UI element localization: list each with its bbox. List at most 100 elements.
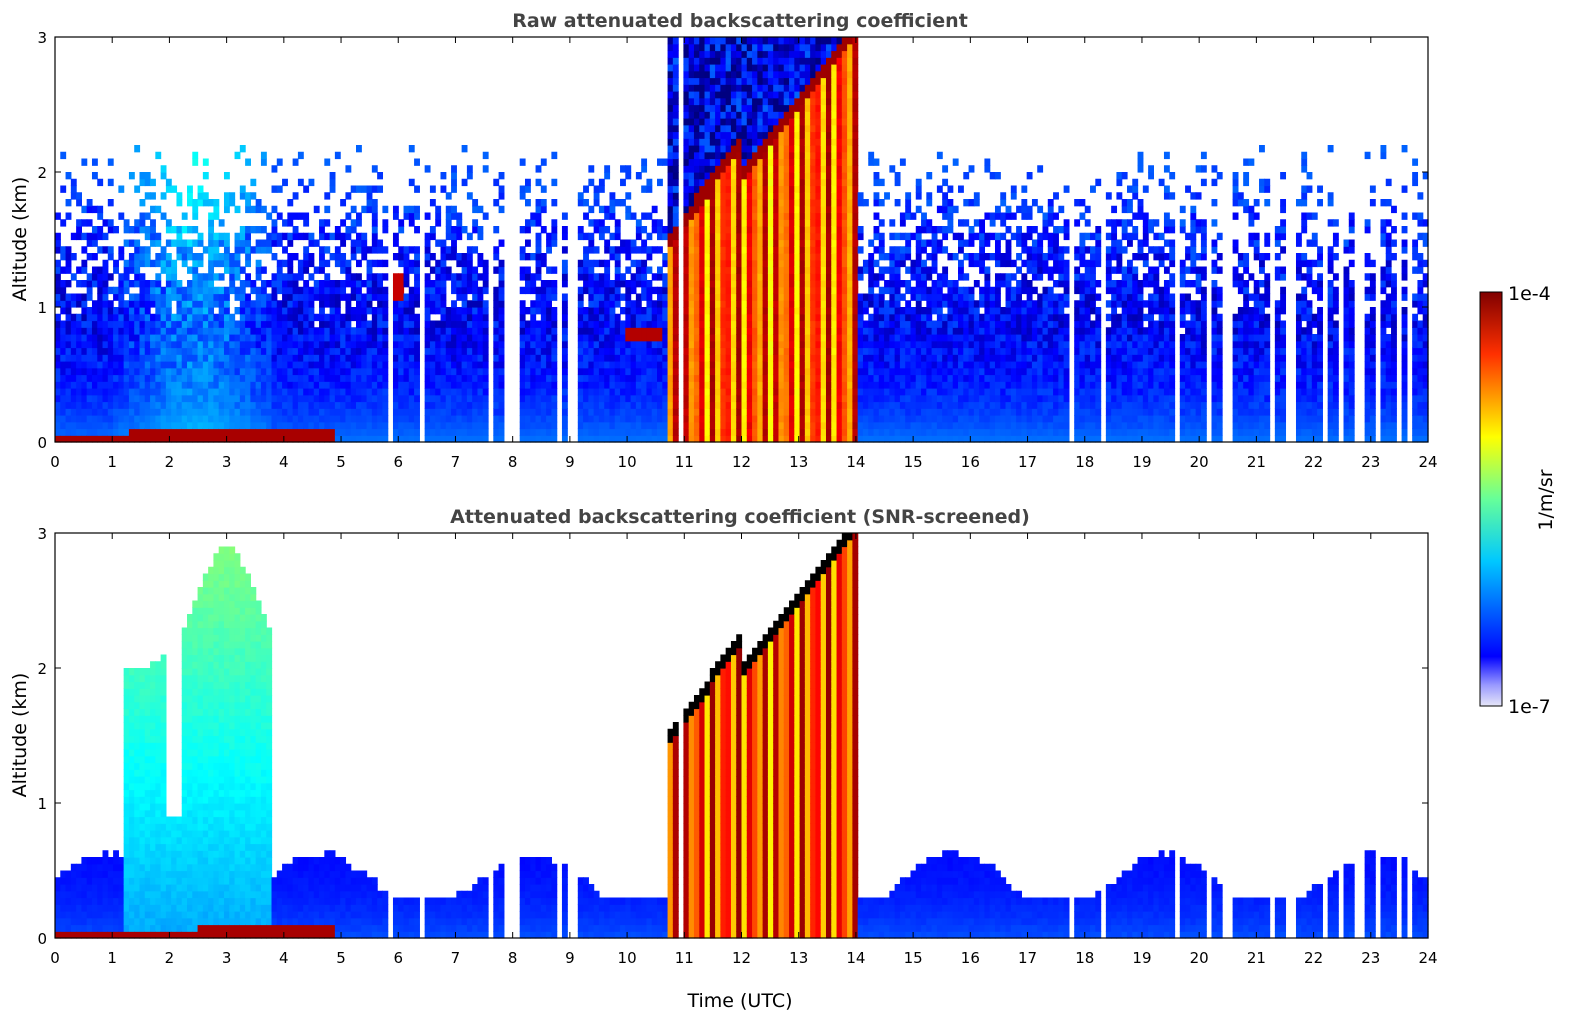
heatmap-cell [208, 320, 215, 328]
heatmap-cell [810, 354, 817, 362]
heatmap-cell [456, 320, 463, 328]
heatmap-cell [160, 300, 167, 308]
heatmap-cell [725, 307, 732, 315]
heatmap-cell [752, 212, 758, 220]
heatmap-cell [461, 300, 468, 308]
heatmap-cell [440, 401, 447, 409]
heatmap-cell [757, 374, 764, 382]
heatmap-cell [202, 340, 209, 349]
heatmap-cell [672, 124, 679, 133]
heatmap-cell [65, 374, 72, 382]
heatmap-cell [334, 421, 341, 430]
heatmap-cell [762, 192, 769, 200]
heatmap-cell [662, 327, 669, 335]
heatmap-cell [699, 199, 706, 207]
heatmap-cell [176, 239, 183, 247]
heatmap-cell [128, 367, 135, 376]
heatmap-cell [377, 307, 384, 315]
heatmap-cell [519, 374, 526, 382]
heatmap-cell [113, 259, 119, 268]
heatmap-cell [535, 246, 542, 254]
heatmap-cell [86, 334, 93, 342]
heatmap-cell [741, 50, 748, 58]
heatmap-cell [493, 199, 500, 207]
heatmap-cell [181, 246, 188, 254]
heatmap-cell [688, 428, 695, 436]
heatmap-cell [202, 421, 209, 430]
heatmap-cell [366, 354, 373, 362]
heatmap-cell [810, 246, 817, 254]
heatmap-cell [282, 300, 288, 308]
heatmap-cell [804, 361, 811, 369]
heatmap-cell [762, 226, 769, 234]
heatmap-cell [704, 374, 711, 382]
heatmap-cell [593, 354, 600, 362]
heatmap-cell [435, 361, 442, 369]
heatmap-cell [392, 381, 399, 389]
heatmap-cell [260, 280, 267, 288]
heatmap-cell [783, 266, 790, 274]
heatmap-cell [657, 388, 663, 396]
heatmap-cell [292, 212, 299, 220]
heatmap-cell [466, 347, 473, 355]
heatmap-cell [773, 226, 780, 234]
heatmap-cell [276, 367, 283, 376]
heatmap-cell [371, 246, 378, 254]
heatmap-cell [789, 57, 795, 65]
heatmap-cell [794, 91, 801, 99]
heatmap-cell [646, 421, 653, 430]
heatmap-cell [688, 334, 695, 342]
heatmap-cell [524, 219, 531, 227]
heatmap-cell [620, 178, 626, 187]
heatmap-cell [730, 64, 737, 72]
heatmap-raw [55, 37, 1429, 443]
heatmap-cell [757, 118, 764, 126]
heatmap-cell [440, 340, 447, 349]
heatmap-cell [730, 327, 737, 335]
heatmap-cell [466, 192, 473, 200]
heatmap-cell [197, 374, 204, 382]
heatmap-cell [445, 313, 452, 322]
heatmap-cell [408, 286, 415, 295]
heatmap-cell [736, 84, 743, 92]
heatmap-cell [630, 415, 637, 423]
heatmap-cell [524, 320, 531, 328]
heatmap-cell [392, 340, 399, 349]
heatmap-cell [683, 361, 690, 369]
heatmap-cell [477, 313, 484, 322]
heatmap-cell [134, 185, 141, 193]
heatmap-cell [741, 124, 748, 133]
heatmap-cell [187, 239, 193, 247]
heatmap-cell [414, 293, 420, 301]
heatmap-cell [319, 428, 325, 436]
heatmap-cell [651, 388, 658, 396]
heatmap-cell [234, 428, 241, 436]
heatmap-cell [398, 361, 405, 369]
heatmap-cell [150, 354, 156, 362]
heatmap-cell [752, 131, 758, 139]
heatmap-cell [197, 340, 204, 349]
heatmap-cell [382, 259, 389, 268]
heatmap-cell [715, 435, 721, 443]
heatmap-cell [810, 313, 817, 322]
heatmap-cell [688, 327, 695, 335]
heatmap-cell [546, 374, 552, 382]
heatmap-cell [160, 253, 167, 261]
heatmap-cell [667, 131, 674, 139]
heatmap-cell [815, 408, 822, 416]
heatmap-cell [641, 280, 648, 288]
heatmap-cell [715, 84, 721, 92]
heatmap-cell [498, 408, 505, 416]
heatmap-cell [218, 273, 225, 281]
heatmap-cell [820, 401, 827, 409]
heatmap-cell [181, 435, 188, 443]
heatmap-cell [324, 300, 331, 308]
heatmap-cell [810, 394, 817, 403]
heatmap-cell [313, 239, 320, 247]
heatmap-cell [472, 219, 479, 227]
heatmap-cell [725, 178, 732, 187]
heatmap-cell [493, 253, 500, 261]
heatmap-cell [546, 313, 552, 322]
heatmap-cell [741, 165, 748, 173]
heatmap-cell [699, 435, 706, 443]
